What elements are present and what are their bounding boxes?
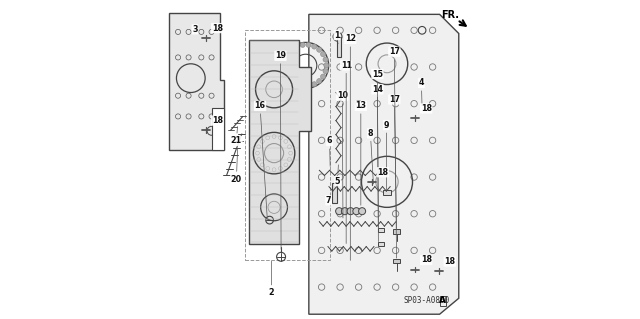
Circle shape [353, 208, 360, 215]
Circle shape [335, 208, 342, 215]
Text: 18: 18 [444, 257, 456, 266]
Circle shape [300, 42, 305, 48]
Bar [383, 190, 391, 195]
Text: 18: 18 [420, 256, 432, 264]
Bar [393, 229, 401, 234]
Text: 12: 12 [345, 34, 356, 260]
Text: 14: 14 [372, 85, 383, 227]
Circle shape [324, 63, 329, 68]
Polygon shape [309, 14, 459, 314]
Text: 17: 17 [389, 47, 400, 258]
Polygon shape [249, 40, 311, 244]
Text: 17: 17 [389, 95, 400, 228]
Circle shape [341, 208, 348, 215]
Bar [245, 30, 330, 260]
Circle shape [306, 83, 311, 88]
Text: 10: 10 [337, 91, 348, 218]
Circle shape [294, 82, 300, 87]
Text: SP03-A0800: SP03-A0800 [403, 296, 449, 305]
Text: 18: 18 [378, 168, 388, 177]
Circle shape [321, 52, 326, 57]
Text: 9: 9 [383, 121, 389, 190]
Text: 4: 4 [419, 78, 424, 106]
Bar [393, 259, 401, 263]
Circle shape [323, 57, 328, 62]
Circle shape [317, 78, 322, 84]
Circle shape [285, 52, 291, 57]
Circle shape [282, 63, 287, 68]
Circle shape [294, 44, 300, 49]
Circle shape [306, 42, 311, 48]
Circle shape [312, 82, 317, 87]
Text: 15: 15 [372, 70, 383, 241]
Text: 18: 18 [212, 116, 223, 125]
Circle shape [321, 74, 326, 79]
Text: 18: 18 [212, 24, 223, 33]
Text: 8: 8 [367, 129, 373, 184]
Circle shape [300, 83, 305, 88]
Text: 16: 16 [255, 101, 267, 217]
Circle shape [289, 78, 294, 84]
Text: 2: 2 [269, 261, 275, 297]
Bar [337, 37, 341, 57]
Circle shape [283, 57, 288, 62]
Text: 7: 7 [326, 192, 333, 205]
Circle shape [289, 47, 294, 52]
Text: 3: 3 [192, 25, 198, 34]
Text: 21: 21 [231, 127, 242, 145]
Bar [440, 296, 446, 306]
Text: 6: 6 [327, 137, 332, 166]
Bar [378, 242, 385, 246]
Text: 20: 20 [231, 148, 242, 184]
Bar [212, 108, 224, 150]
Circle shape [317, 47, 322, 52]
Circle shape [347, 208, 354, 215]
Circle shape [283, 69, 288, 74]
Text: FR.: FR. [441, 10, 459, 20]
Text: 18: 18 [420, 104, 432, 113]
Bar [332, 183, 337, 203]
Text: 5: 5 [335, 165, 340, 186]
Bar [378, 228, 385, 232]
Text: 13: 13 [355, 101, 366, 205]
FancyArrowPatch shape [460, 20, 466, 26]
Polygon shape [170, 13, 224, 150]
Circle shape [323, 69, 328, 74]
Text: 1: 1 [334, 31, 340, 43]
Text: 19: 19 [275, 51, 286, 249]
Text: 11: 11 [340, 61, 351, 243]
Circle shape [285, 74, 291, 79]
Circle shape [312, 44, 317, 49]
Circle shape [358, 208, 365, 215]
Text: A: A [439, 296, 446, 305]
